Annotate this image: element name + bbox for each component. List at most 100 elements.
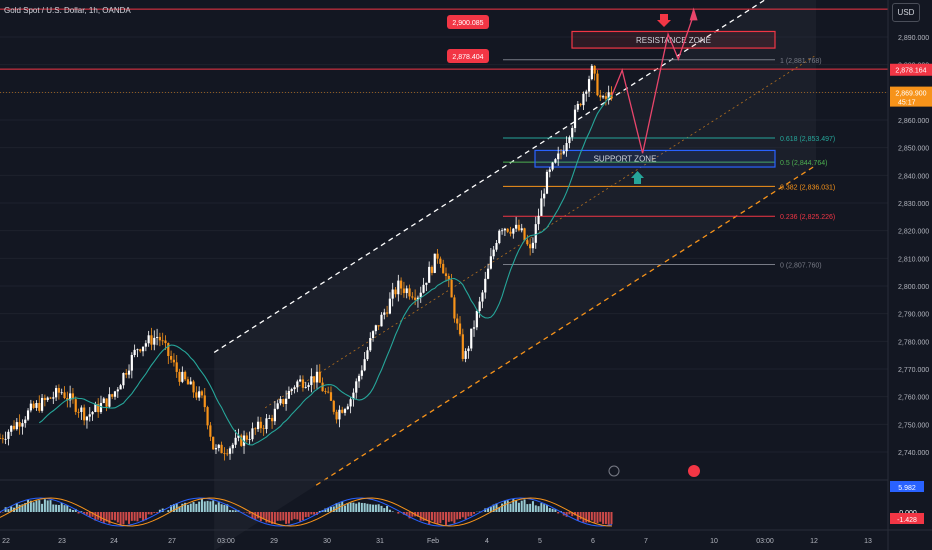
candle-body[interactable]: [360, 370, 363, 376]
candle-body[interactable]: [83, 407, 86, 421]
candle-body[interactable]: [498, 230, 501, 244]
candle-body[interactable]: [66, 398, 69, 401]
candle-body[interactable]: [144, 343, 147, 347]
candle-body[interactable]: [153, 337, 156, 345]
candle-body[interactable]: [500, 230, 504, 232]
candle-body[interactable]: [383, 312, 386, 315]
candle-body[interactable]: [355, 381, 358, 393]
candle-body[interactable]: [172, 359, 176, 363]
candle-body[interactable]: [593, 65, 596, 74]
candle-body[interactable]: [523, 228, 526, 241]
candle-body[interactable]: [318, 371, 321, 383]
candle-body[interactable]: [436, 253, 439, 259]
candle-body[interactable]: [341, 409, 344, 413]
candle-body[interactable]: [57, 388, 61, 393]
candle-body[interactable]: [52, 397, 55, 399]
candle-body[interactable]: [506, 228, 509, 232]
candle-body[interactable]: [467, 348, 470, 352]
candle-body[interactable]: [607, 92, 610, 99]
candle-body[interactable]: [512, 228, 515, 234]
candle-body[interactable]: [349, 399, 352, 407]
candle-body[interactable]: [113, 391, 117, 397]
candle-body[interactable]: [430, 266, 434, 273]
candle-body[interactable]: [4, 438, 7, 440]
candle-body[interactable]: [60, 392, 63, 394]
candle-body[interactable]: [203, 395, 206, 408]
candle-body[interactable]: [133, 349, 136, 356]
candle-body[interactable]: [21, 423, 24, 427]
candle-body[interactable]: [573, 109, 577, 129]
candle-body[interactable]: [554, 159, 557, 163]
candle-body[interactable]: [29, 403, 32, 411]
candle-body[interactable]: [433, 253, 436, 273]
candle-body[interactable]: [313, 376, 316, 383]
candle-body[interactable]: [307, 385, 310, 388]
candle-body[interactable]: [270, 418, 274, 422]
candle-body[interactable]: [122, 373, 125, 386]
candle-body[interactable]: [259, 421, 262, 429]
candle-body[interactable]: [599, 95, 602, 98]
candle-body[interactable]: [391, 289, 394, 299]
candle-body[interactable]: [590, 65, 593, 80]
candle-body[interactable]: [127, 370, 131, 375]
candle-body[interactable]: [43, 397, 46, 401]
candle-body[interactable]: [223, 453, 226, 454]
candle-body[interactable]: [282, 399, 285, 405]
candle-body[interactable]: [402, 288, 406, 294]
candle-body[interactable]: [279, 399, 282, 404]
candle-body[interactable]: [343, 409, 347, 413]
candle-body[interactable]: [139, 349, 142, 352]
candle-body[interactable]: [529, 244, 532, 249]
candle-body[interactable]: [26, 410, 30, 420]
candle-body[interactable]: [562, 151, 565, 154]
candle-body[interactable]: [181, 371, 184, 382]
us-event-flag-icon[interactable]: [688, 465, 700, 477]
candle-body[interactable]: [55, 388, 58, 398]
candle-body[interactable]: [287, 390, 291, 399]
candles-layer[interactable]: [0, 64, 613, 461]
candle-body[interactable]: [97, 403, 100, 413]
candle-body[interactable]: [184, 371, 187, 380]
candle-body[interactable]: [32, 403, 35, 408]
candle-body[interactable]: [385, 312, 389, 314]
candle-body[interactable]: [38, 403, 41, 411]
candle-body[interactable]: [242, 435, 246, 446]
symbol-title[interactable]: Gold Spot / U.S. Dollar, 1h, OANDA: [4, 6, 131, 15]
candle-body[interactable]: [394, 289, 397, 295]
candle-body[interactable]: [141, 346, 145, 352]
candle-body[interactable]: [374, 325, 377, 332]
candle-body[interactable]: [503, 228, 506, 231]
candle-body[interactable]: [470, 328, 473, 349]
candle-body[interactable]: [548, 169, 551, 172]
candle-body[interactable]: [453, 297, 456, 319]
candle-body[interactable]: [251, 428, 254, 440]
candle-body[interactable]: [105, 398, 108, 407]
candle-body[interactable]: [189, 381, 192, 385]
time-axis-layer[interactable]: 22 23 24 27 03:00 29 30 31 Feb 4 5 6 7 10 03:00 12 13: [0, 465, 932, 545]
candle-body[interactable]: [310, 376, 313, 386]
candle-body[interactable]: [456, 318, 459, 324]
candle-body[interactable]: [85, 416, 89, 421]
candle-body[interactable]: [301, 379, 305, 388]
candle-body[interactable]: [428, 266, 431, 283]
candle-body[interactable]: [543, 193, 546, 199]
candle-body[interactable]: [565, 143, 568, 152]
candle-body[interactable]: [206, 407, 209, 426]
candle-body[interactable]: [119, 385, 122, 390]
candle-body[interactable]: [175, 362, 178, 372]
candle-body[interactable]: [198, 391, 201, 398]
candle-body[interactable]: [363, 359, 366, 371]
candle-body[interactable]: [254, 428, 257, 430]
candle-body[interactable]: [526, 240, 529, 245]
candle-body[interactable]: [200, 391, 204, 396]
candle-body[interactable]: [24, 419, 27, 424]
candle-body[interactable]: [472, 327, 476, 329]
candle-body[interactable]: [248, 439, 251, 440]
candle-body[interactable]: [587, 79, 591, 92]
candle-body[interactable]: [158, 336, 161, 341]
candle-body[interactable]: [315, 371, 319, 383]
candle-body[interactable]: [571, 128, 574, 138]
candle-body[interactable]: [405, 288, 408, 294]
candle-body[interactable]: [237, 435, 240, 438]
lightning-icon[interactable]: [608, 465, 620, 477]
